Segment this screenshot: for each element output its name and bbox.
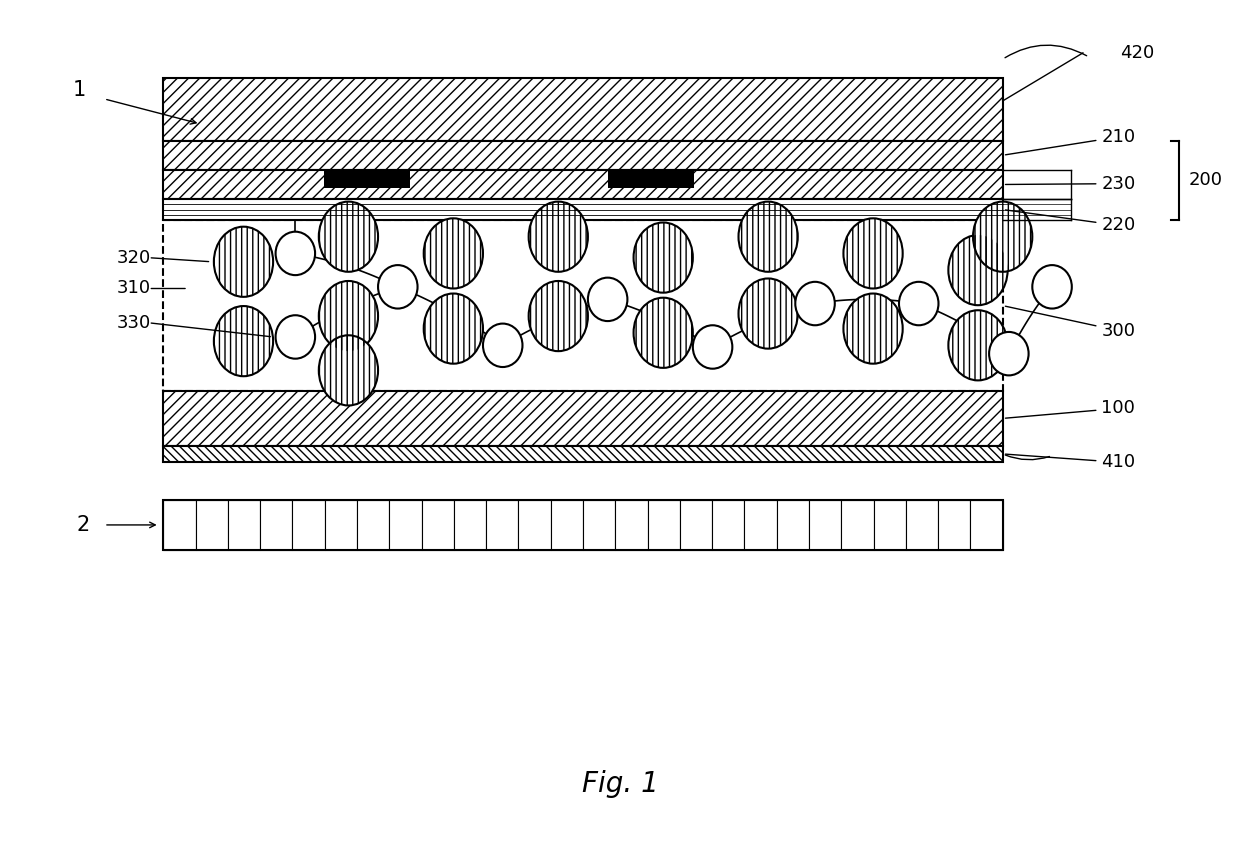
Bar bbox=[324, 170, 410, 188]
Text: 230: 230 bbox=[1006, 175, 1136, 193]
Bar bbox=[164, 78, 1003, 140]
Ellipse shape bbox=[693, 325, 733, 368]
Ellipse shape bbox=[795, 282, 835, 325]
Bar bbox=[389, 500, 422, 550]
Bar bbox=[776, 500, 808, 550]
Ellipse shape bbox=[319, 336, 378, 405]
Ellipse shape bbox=[319, 281, 378, 352]
Text: 420: 420 bbox=[1120, 44, 1154, 62]
Ellipse shape bbox=[739, 202, 797, 272]
Bar bbox=[873, 500, 906, 550]
Bar bbox=[808, 500, 841, 550]
Ellipse shape bbox=[482, 324, 522, 367]
Text: 330: 330 bbox=[117, 314, 151, 331]
Bar bbox=[583, 500, 615, 550]
Text: 410: 410 bbox=[1006, 453, 1136, 471]
Bar bbox=[906, 500, 939, 550]
Ellipse shape bbox=[424, 294, 482, 363]
Bar bbox=[164, 140, 1003, 170]
Bar bbox=[164, 391, 1003, 446]
Bar bbox=[293, 500, 325, 550]
Ellipse shape bbox=[378, 265, 418, 309]
Bar bbox=[164, 446, 1003, 463]
Text: 2: 2 bbox=[77, 515, 89, 535]
Ellipse shape bbox=[973, 202, 1033, 272]
Text: 220: 220 bbox=[1006, 210, 1136, 235]
Bar bbox=[608, 170, 694, 188]
Ellipse shape bbox=[843, 219, 903, 288]
Bar bbox=[164, 199, 1003, 220]
Bar bbox=[164, 391, 1003, 446]
Text: 320: 320 bbox=[117, 249, 151, 267]
Bar bbox=[164, 170, 1003, 199]
Text: 300: 300 bbox=[1006, 306, 1136, 340]
Bar bbox=[712, 500, 744, 550]
Bar bbox=[228, 500, 260, 550]
Bar bbox=[164, 500, 1003, 550]
Bar bbox=[971, 500, 1003, 550]
Bar bbox=[164, 446, 1003, 463]
Bar bbox=[164, 78, 1003, 140]
Bar bbox=[744, 500, 776, 550]
Bar bbox=[325, 500, 357, 550]
Ellipse shape bbox=[634, 298, 693, 368]
Ellipse shape bbox=[843, 294, 903, 363]
Bar bbox=[518, 500, 551, 550]
Ellipse shape bbox=[588, 278, 627, 321]
Ellipse shape bbox=[424, 219, 482, 288]
Bar bbox=[454, 500, 486, 550]
Bar bbox=[615, 500, 647, 550]
Ellipse shape bbox=[990, 332, 1029, 375]
Bar bbox=[486, 500, 518, 550]
Text: 1: 1 bbox=[73, 81, 86, 100]
Bar bbox=[647, 500, 680, 550]
Ellipse shape bbox=[899, 282, 939, 325]
Text: 100: 100 bbox=[1006, 399, 1136, 418]
Bar bbox=[196, 500, 228, 550]
Bar bbox=[422, 500, 454, 550]
Bar bbox=[841, 500, 873, 550]
Text: Fig. 1: Fig. 1 bbox=[582, 770, 658, 798]
Ellipse shape bbox=[1033, 265, 1071, 309]
Ellipse shape bbox=[275, 315, 315, 358]
Ellipse shape bbox=[275, 231, 315, 275]
Bar bbox=[164, 140, 1003, 170]
Bar bbox=[357, 500, 389, 550]
Bar bbox=[680, 500, 712, 550]
Ellipse shape bbox=[528, 202, 588, 272]
Bar bbox=[260, 500, 293, 550]
Bar bbox=[939, 500, 971, 550]
Text: 310: 310 bbox=[117, 279, 151, 298]
Ellipse shape bbox=[949, 235, 1008, 305]
Ellipse shape bbox=[634, 223, 693, 293]
Ellipse shape bbox=[213, 306, 273, 376]
Ellipse shape bbox=[949, 310, 1008, 380]
Bar bbox=[164, 170, 1003, 199]
Ellipse shape bbox=[213, 227, 273, 297]
Ellipse shape bbox=[528, 281, 588, 352]
Ellipse shape bbox=[739, 278, 797, 349]
Bar bbox=[551, 500, 583, 550]
Text: 200: 200 bbox=[1189, 172, 1223, 189]
Bar bbox=[164, 220, 1003, 391]
Bar bbox=[164, 500, 196, 550]
Ellipse shape bbox=[319, 202, 378, 272]
Text: 210: 210 bbox=[1006, 128, 1136, 155]
